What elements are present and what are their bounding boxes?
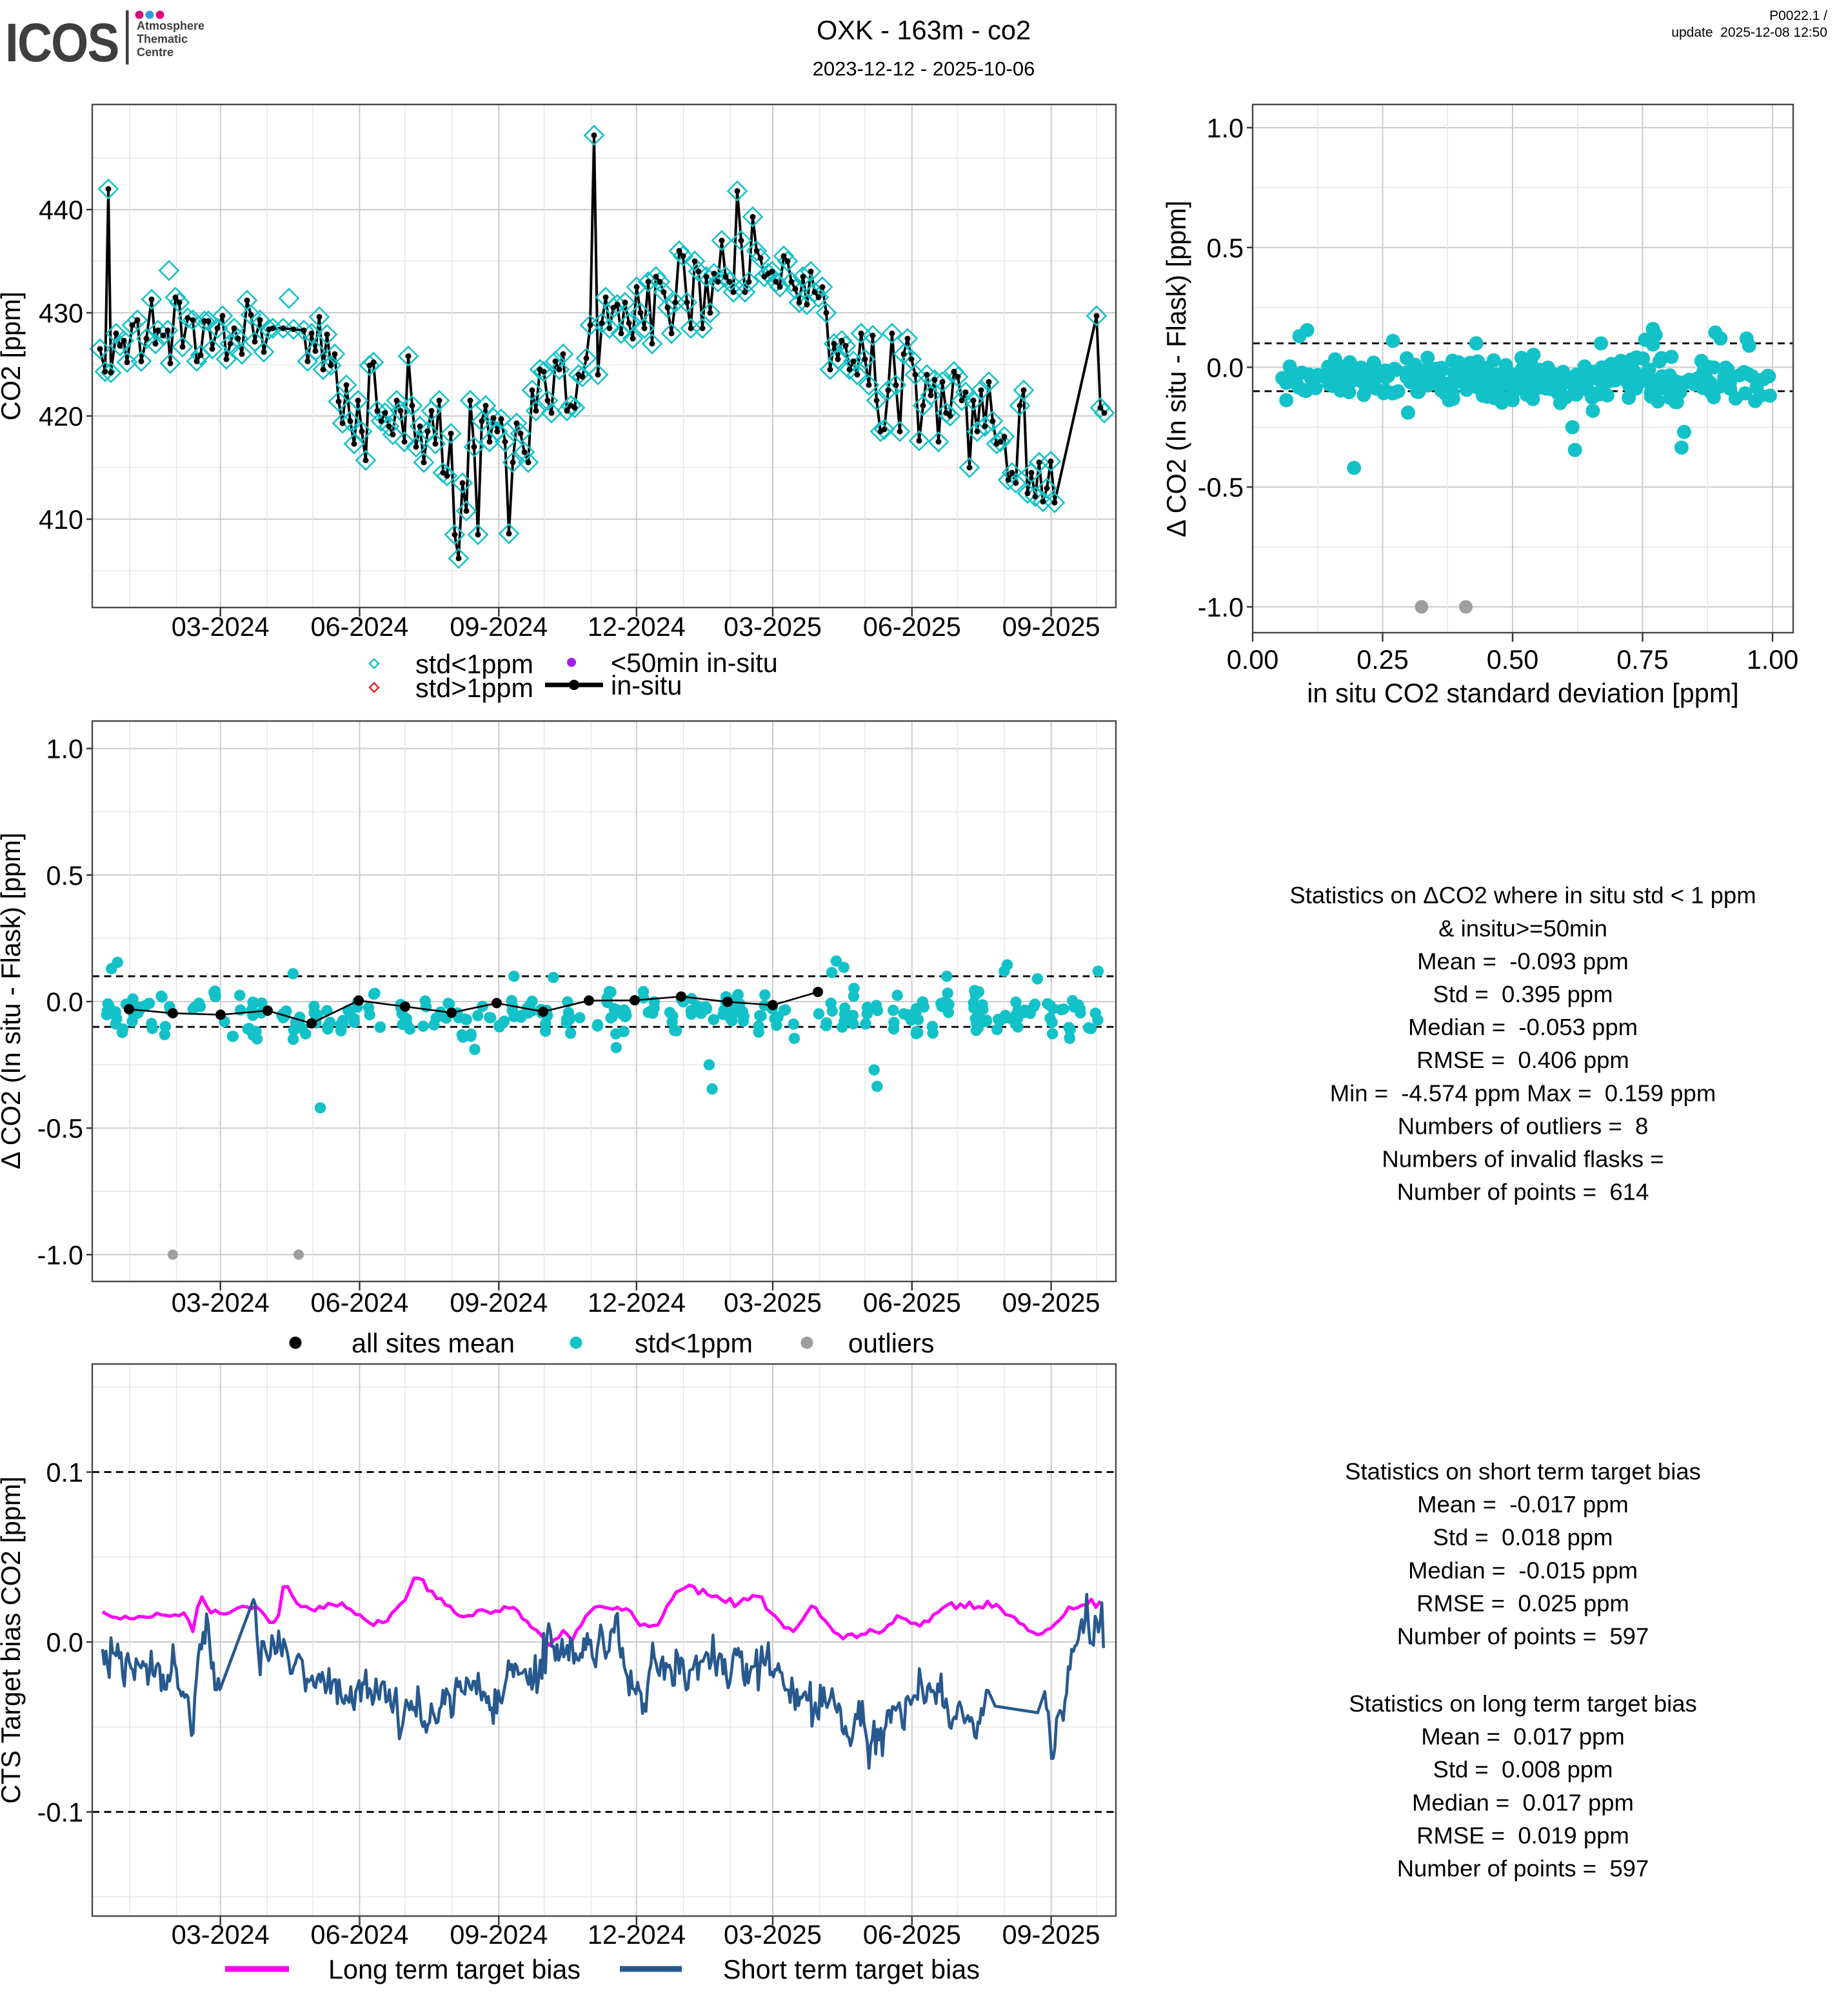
svg-text:Statistics on short term targe: Statistics on short term target bias [1345,1458,1701,1485]
svg-text:0.5: 0.5 [46,861,83,891]
svg-text:Statistics on long term target: Statistics on long term target bias [1349,1690,1697,1717]
svg-text:Centre: Centre [137,46,174,59]
svg-text:update 2025-12-08 12:50: update 2025-12-08 12:50 [1671,25,1827,40]
svg-text:Mean = -0.017 ppm: Mean = -0.017 ppm [1417,1491,1629,1518]
svg-text:0.50: 0.50 [1487,645,1539,675]
svg-text:03-2024: 03-2024 [172,612,270,642]
svg-text:-0.1: -0.1 [37,1798,83,1828]
svg-text:Long term target bias: Long term target bias [328,1955,581,1984]
svg-text:0.0: 0.0 [1206,353,1244,383]
svg-text:-1.0: -1.0 [1198,593,1244,622]
svg-text:Δ CO2 (In situ - Flask) [ppm]: Δ CO2 (In situ - Flask) [ppm] [1162,201,1191,537]
svg-text:outliers: outliers [848,1329,934,1358]
svg-text:03-2025: 03-2025 [724,1920,822,1950]
svg-text:-0.5: -0.5 [37,1114,83,1143]
svg-text:12-2024: 12-2024 [588,612,686,642]
svg-text:09-2025: 09-2025 [1002,1288,1100,1318]
svg-text:-1.0: -1.0 [37,1240,83,1270]
svg-text:std<1ppm: std<1ppm [415,649,533,679]
svg-text:Std = 0.018 ppm: Std = 0.018 ppm [1433,1524,1613,1550]
svg-text:1.0: 1.0 [46,735,83,764]
svg-text:P0022.1 /: P0022.1 / [1769,8,1827,23]
svg-text:std<1ppm: std<1ppm [635,1329,753,1358]
svg-text:in-situ: in-situ [611,671,682,700]
svg-text:06-2025: 06-2025 [863,1920,961,1950]
svg-text:in situ CO2 standard deviation: in situ CO2 standard deviation [ppm] [1307,678,1739,708]
svg-text:09-2025: 09-2025 [1002,1920,1100,1950]
svg-text:all sites mean: all sites mean [352,1329,515,1358]
svg-text:0.25: 0.25 [1356,645,1409,675]
svg-text:06-2025: 06-2025 [863,612,961,642]
svg-text:0.5: 0.5 [1206,233,1244,263]
svg-text:09-2024: 09-2024 [450,1288,548,1318]
svg-text:<50min in-situ: <50min in-situ [611,648,778,678]
svg-text:06-2024: 06-2024 [311,612,409,642]
svg-text:420: 420 [39,402,83,431]
svg-text:09-2025: 09-2025 [1002,612,1100,642]
svg-text:CTS Target bias CO2 [ppm]: CTS Target bias CO2 [ppm] [0,1476,26,1804]
svg-text:RMSE = 0.019 ppm: RMSE = 0.019 ppm [1416,1822,1629,1848]
svg-text:0.0: 0.0 [46,987,83,1017]
svg-text:-0.5: -0.5 [1198,473,1244,502]
svg-text:Median = 0.017 ppm: Median = 0.017 ppm [1412,1789,1634,1815]
svg-text:Median = -0.015 ppm: Median = -0.015 ppm [1408,1557,1638,1583]
svg-text:0.0: 0.0 [46,1628,83,1657]
svg-text:1.0: 1.0 [1206,114,1244,143]
svg-text:440: 440 [39,195,83,225]
svg-text:06-2024: 06-2024 [311,1288,409,1318]
svg-text:09-2024: 09-2024 [450,1920,548,1950]
svg-text:Number of points = 614: Number of points = 614 [1397,1179,1649,1205]
svg-text:std>1ppm: std>1ppm [415,673,533,703]
svg-text:Short term target bias: Short term target bias [723,1955,980,1984]
svg-text:Numbers of invalid flasks =: Numbers of invalid flasks = [1382,1146,1664,1172]
svg-text:03-2024: 03-2024 [172,1920,270,1950]
svg-text:0.00: 0.00 [1227,645,1279,675]
svg-text:Number of points = 597: Number of points = 597 [1397,1623,1649,1650]
svg-text:Atmosphere: Atmosphere [137,19,204,32]
svg-text:Median = -0.053 ppm: Median = -0.053 ppm [1408,1014,1638,1040]
svg-text:OXK - 163m - co2: OXK - 163m - co2 [817,15,1031,45]
svg-text:06-2024: 06-2024 [311,1920,409,1950]
svg-text:ICOS: ICOS [5,12,119,73]
svg-text:& insitu>=50min: & insitu>=50min [1438,915,1607,942]
svg-text:0.1: 0.1 [46,1458,83,1488]
svg-text:12-2024: 12-2024 [588,1920,686,1950]
svg-text:Std = 0.008 ppm: Std = 0.008 ppm [1433,1756,1613,1783]
svg-text:06-2025: 06-2025 [863,1288,961,1318]
svg-text:Δ CO2 (In situ - Flask) [ppm]: Δ CO2 (In situ - Flask) [ppm] [0,833,26,1169]
svg-text:03-2025: 03-2025 [724,1288,822,1318]
svg-text:Number of points = 597: Number of points = 597 [1397,1855,1649,1882]
svg-text:09-2024: 09-2024 [450,612,548,642]
svg-text:0.75: 0.75 [1616,645,1669,675]
svg-text:03-2025: 03-2025 [724,612,822,642]
svg-text:RMSE = 0.406 ppm: RMSE = 0.406 ppm [1416,1047,1629,1073]
svg-text:RMSE = 0.025 ppm: RMSE = 0.025 ppm [1416,1590,1629,1616]
svg-text:Statistics on ΔCO2 where in si: Statistics on ΔCO2 where in situ std < 1… [1289,882,1756,909]
svg-text:Mean = -0.093 ppm: Mean = -0.093 ppm [1417,948,1629,974]
svg-text:Thematic: Thematic [137,33,188,46]
svg-text:CO2 [ppm]: CO2 [ppm] [0,292,26,420]
svg-text:410: 410 [39,505,83,535]
svg-text:Min = -4.574 ppm Max = 0.159: Min = -4.574 ppm Max = 0.159 ppm [1330,1080,1716,1106]
svg-text:Std = 0.395 ppm: Std = 0.395 ppm [1433,981,1613,1007]
svg-text:12-2024: 12-2024 [588,1288,686,1318]
svg-text:2023-12-12 - 2025-10-06: 2023-12-12 - 2025-10-06 [813,57,1035,80]
svg-text:1.00: 1.00 [1747,645,1799,675]
svg-text:03-2024: 03-2024 [172,1288,270,1318]
svg-text:Mean = 0.017 ppm: Mean = 0.017 ppm [1421,1723,1625,1750]
svg-text:Numbers of outliers = 8: Numbers of outliers = 8 [1398,1112,1649,1139]
svg-text:430: 430 [39,299,83,328]
